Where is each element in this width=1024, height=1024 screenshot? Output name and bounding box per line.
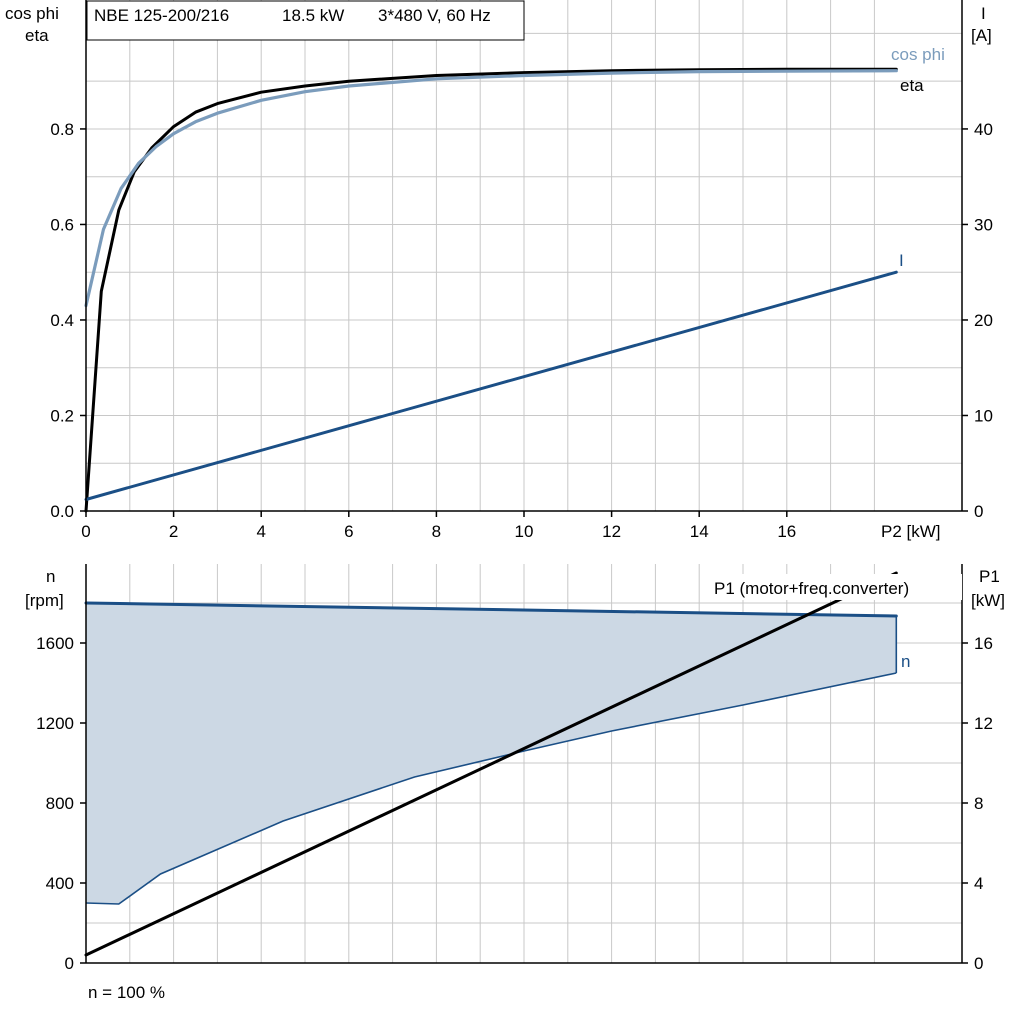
top-x-tick-label: 0 (81, 522, 90, 541)
bottom-left-axis-label-2: [rpm] (25, 591, 64, 610)
bottom-right-tick-label: 4 (974, 874, 983, 893)
bottom-left-tick-label: 800 (46, 794, 74, 813)
top-right-tick-label: 0 (974, 502, 983, 521)
bottom-right-tick-label: 16 (974, 634, 993, 653)
text-layer: NBE 125-200/216 18.5 kW 3*480 V, 60 Hz c… (5, 0, 1005, 1002)
top-x-tick-label: 12 (602, 522, 621, 541)
title-model: NBE 125-200/216 (94, 6, 229, 25)
cosphi-curve (84, 69, 898, 308)
bottom-right-axis-label-1: P1 (979, 567, 1000, 586)
top-x-tick-label: 14 (690, 522, 709, 541)
bottom-left-tick-label: 400 (46, 874, 74, 893)
series-label-cosphi: cos phi (891, 45, 945, 64)
eta-curve (84, 67, 898, 513)
top-left-tick-label: 0.6 (50, 215, 74, 234)
bottom-left-tick-label: 0 (65, 954, 74, 973)
p1-label-background (709, 574, 962, 600)
speed-min-curve (85, 672, 897, 905)
bottom-left-axis-label-1: n (46, 567, 55, 586)
top-x-axis-label: P2 [kW] (881, 522, 941, 541)
bottom-right-tick-label: 8 (974, 794, 983, 813)
top-right-tick-label: 30 (974, 215, 993, 234)
top-right-tick-label: 40 (974, 120, 993, 139)
data-layer (84, 67, 898, 957)
top-left-tick-label: 0.4 (50, 311, 74, 330)
top-left-tick-label: 0.8 (50, 120, 74, 139)
top-x-tick-label: 8 (432, 522, 441, 541)
top-right-tick-label: 10 (974, 406, 993, 425)
series-label-p1: P1 (motor+freq.converter) (714, 579, 909, 598)
top-x-tick-label: 16 (777, 522, 796, 541)
top-x-tick-label: 6 (344, 522, 353, 541)
bottom-left-tick-label: 1600 (36, 634, 74, 653)
top-left-tick-label: 0.0 (50, 502, 74, 521)
footer-speed-note: n = 100 % (88, 983, 165, 1002)
current-line (84, 270, 898, 501)
series-label-eta: eta (900, 76, 924, 95)
title-supply: 3*480 V, 60 Hz (378, 6, 491, 25)
bottom-right-tick-label: 0 (974, 954, 983, 973)
top-right-axis-label-2: [A] (971, 26, 992, 45)
top-x-tick-label: 2 (169, 522, 178, 541)
top-x-tick-label: 10 (515, 522, 534, 541)
top-left-axis-label-2: eta (25, 26, 49, 45)
title-box (86, 0, 525, 41)
p1-line (84, 571, 898, 957)
top-left-tick-label: 0.2 (50, 406, 74, 425)
top-right-tick-label: 20 (974, 311, 993, 330)
series-label-current: I (899, 251, 904, 270)
speed-max-line (84, 601, 898, 618)
top-right-axis-label-1: I (981, 4, 986, 23)
title-power: 18.5 kW (282, 6, 344, 25)
bottom-right-tick-label: 12 (974, 714, 993, 733)
bottom-left-tick-label: 1200 (36, 714, 74, 733)
speed-range-area (86, 603, 897, 904)
top-x-tick-label: 4 (256, 522, 265, 541)
top-left-axis-label-1: cos phi (5, 4, 59, 23)
bottom-right-axis-label-2: [kW] (971, 591, 1005, 610)
series-label-speed: n (901, 652, 910, 671)
